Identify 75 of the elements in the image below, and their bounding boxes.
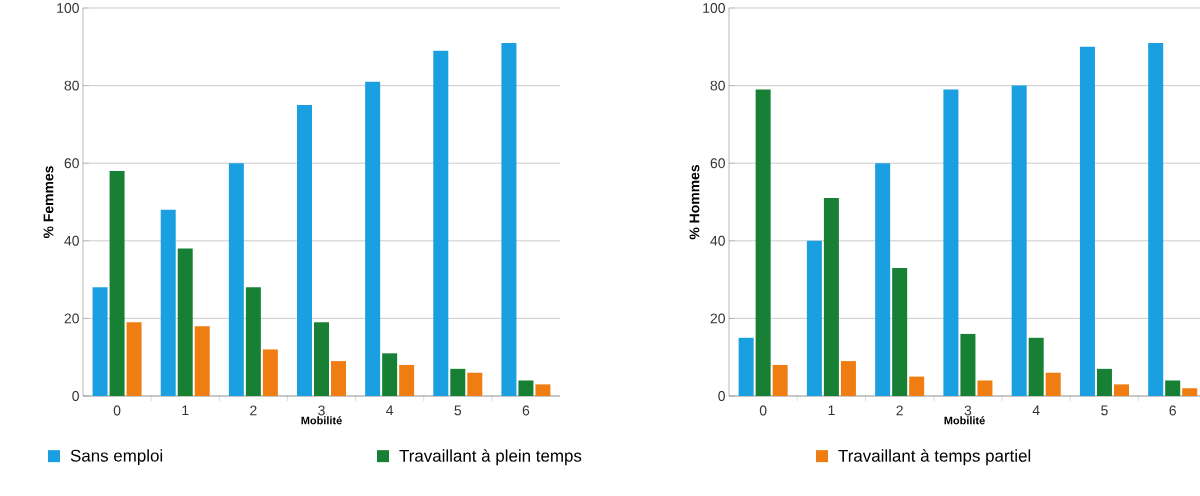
y-tick-label: 100: [57, 3, 79, 13]
y-tick-label: 80: [64, 80, 79, 91]
bar: [892, 267, 908, 396]
bar: [331, 361, 346, 396]
bar: [823, 198, 839, 396]
bar: [518, 380, 534, 396]
bar: [1045, 372, 1061, 396]
bar: [1079, 46, 1095, 396]
bar: [194, 326, 210, 396]
y-tick-label: 0: [72, 391, 79, 401]
bar: [245, 287, 261, 396]
y-tick-label: 20: [64, 313, 79, 324]
legend-label: Travaillant à plein temps: [399, 449, 582, 466]
x-tick-label: 6: [522, 405, 530, 416]
bar: [92, 287, 108, 396]
bar: [365, 81, 381, 396]
bar: [1182, 388, 1198, 396]
bar: [943, 89, 959, 396]
y-tick-label: 0: [718, 391, 725, 401]
bar: [1165, 380, 1181, 396]
bar: [297, 105, 312, 396]
x-axis-title: Mobilité: [301, 416, 342, 425]
bar: [977, 380, 993, 396]
bar: [433, 50, 449, 396]
x-tick-label: 4: [386, 405, 394, 416]
y-axis-title: % Hommes: [689, 164, 700, 240]
bar: [467, 372, 483, 396]
bar: [840, 361, 856, 396]
bar: [382, 353, 398, 396]
y-tick-label: 40: [710, 235, 725, 246]
x-tick-label: 0: [759, 405, 767, 416]
x-tick-label: 2: [250, 405, 257, 416]
y-tick-label: 100: [703, 3, 725, 13]
bar: [399, 364, 415, 396]
bar: [262, 349, 278, 396]
y-tick-label: 60: [64, 158, 79, 169]
x-tick-label: 5: [1101, 405, 1108, 416]
bar: [314, 322, 329, 396]
y-axis-title: % Femmes: [43, 166, 54, 239]
y-tick-label: 40: [64, 235, 79, 246]
x-tick-label: 3: [964, 405, 972, 416]
legend-label: Sans emploi: [70, 449, 163, 466]
bar: [1028, 337, 1044, 396]
x-tick-label: 4: [1032, 405, 1040, 416]
bar: [228, 163, 244, 396]
x-tick-label: 0: [113, 405, 121, 416]
bar: [960, 333, 976, 396]
bar: [1148, 42, 1164, 396]
bar: [450, 368, 466, 396]
bar: [806, 240, 822, 396]
x-axis-title: Mobilité: [944, 416, 985, 425]
bar: [501, 42, 517, 396]
bar: [535, 384, 551, 396]
x-tick-label: 1: [828, 405, 835, 416]
y-tick-label: 60: [710, 158, 725, 169]
bar: [909, 376, 925, 396]
bar: [1096, 368, 1112, 396]
bar: [738, 337, 754, 396]
bar: [875, 163, 891, 396]
y-tick-label: 80: [710, 80, 725, 91]
x-tick-label: 1: [182, 405, 189, 416]
bar: [1113, 384, 1129, 396]
bar: [1011, 85, 1027, 396]
bar: [755, 89, 771, 396]
legend-label: Travaillant à temps partiel: [838, 449, 1031, 466]
x-tick-label: 6: [1169, 405, 1176, 416]
bar: [109, 170, 125, 396]
y-tick-label: 20: [710, 313, 725, 324]
bar: [177, 248, 193, 396]
bar: [126, 322, 142, 396]
x-tick-label: 3: [318, 405, 325, 416]
bar: [772, 364, 788, 396]
bar: [160, 209, 176, 396]
x-tick-label: 5: [454, 405, 462, 416]
x-tick-label: 2: [896, 405, 903, 416]
